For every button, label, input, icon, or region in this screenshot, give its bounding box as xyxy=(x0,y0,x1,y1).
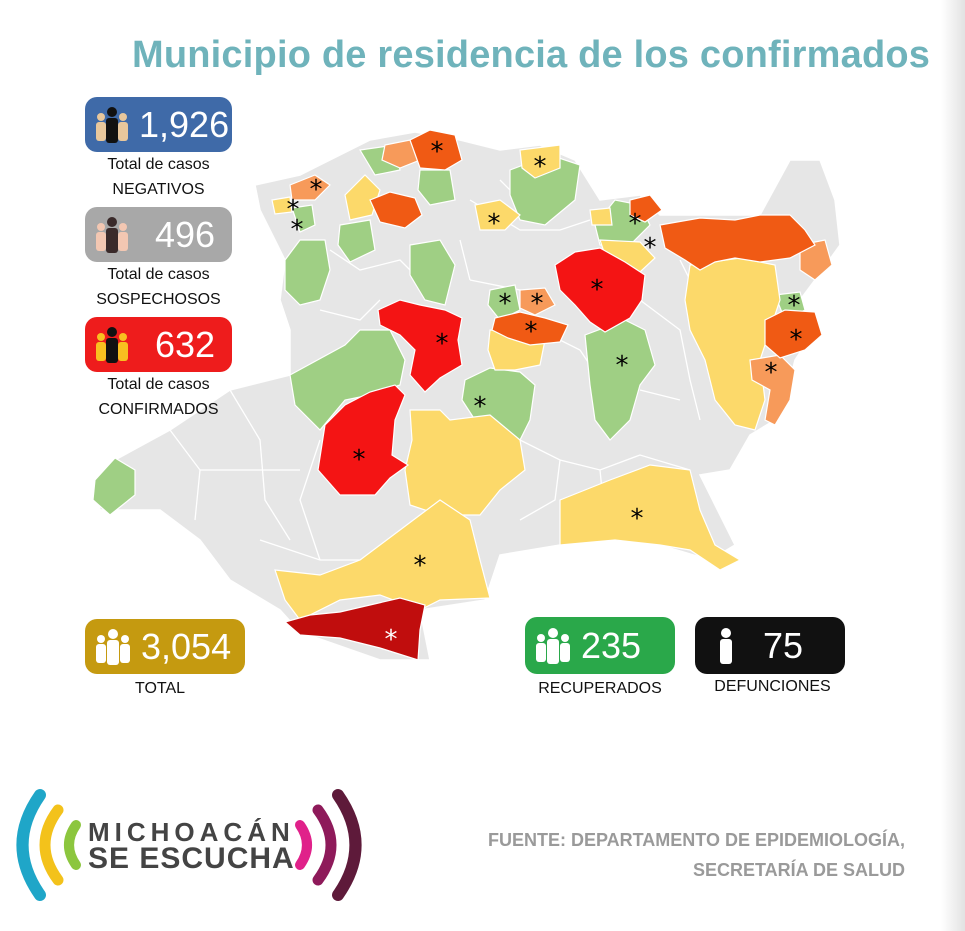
people-icon xyxy=(93,215,131,255)
case-marker: * xyxy=(534,152,547,182)
case-marker: * xyxy=(414,551,427,581)
case-marker: * xyxy=(631,504,644,534)
red-municipalities xyxy=(317,247,646,496)
confirmados-stat-box: 632 xyxy=(85,317,232,372)
case-marker: * xyxy=(385,625,398,655)
sospechosos-caption-line1: Total de casos xyxy=(107,266,210,283)
confirmados-value: 632 xyxy=(155,323,216,365)
page-title: Municipio de residencia de los confirmad… xyxy=(132,34,931,76)
case-marker: * xyxy=(431,137,444,167)
recuperados-stat-box: 235 xyxy=(525,617,675,674)
negativos-stat-box: 1,926 xyxy=(85,97,232,152)
page-edge-shadow xyxy=(941,0,965,931)
orange-municipalities xyxy=(369,129,823,359)
source-line1: FUENTE: DEPARTAMENTO DE EPIDEMIOLOGÍA, xyxy=(487,830,905,850)
case-marker: * xyxy=(287,195,300,225)
case-marker: * xyxy=(790,325,803,355)
dark-red-municipality xyxy=(283,597,426,661)
defunciones-stat-box: 75 xyxy=(695,617,845,674)
case-marker: * xyxy=(591,275,604,305)
case-marker: * xyxy=(488,209,501,239)
negativos-caption-line2: NEGATIVOS xyxy=(112,181,205,198)
case-marker: * xyxy=(353,445,366,475)
defunciones-value: 75 xyxy=(763,624,804,666)
case-marker: * xyxy=(629,209,642,239)
negativos-caption-line1: Total de casos xyxy=(107,156,210,173)
people-icon xyxy=(93,627,133,667)
confirmados-caption: Total de casos CONFIRMADOS xyxy=(85,372,232,422)
logo-line1: MICHOACÁN xyxy=(88,817,295,847)
sospechosos-caption-line2: SOSPECHOSOS xyxy=(96,291,221,308)
case-marker: * xyxy=(474,392,487,422)
michoacan-se-escucha-logo xyxy=(16,789,362,901)
case-marker: * xyxy=(436,329,449,359)
light-orange-municipalities xyxy=(289,139,833,426)
confirmados-caption-line2: CONFIRMADOS xyxy=(98,401,219,418)
sound-waves-left-icon xyxy=(16,789,81,901)
person-icon xyxy=(717,626,735,666)
case-marker: * xyxy=(310,175,323,205)
case-marker: * xyxy=(788,291,801,321)
case-marker: * xyxy=(616,351,629,381)
confirmados-caption-line1: Total de casos xyxy=(107,376,210,393)
case-marker: * xyxy=(499,289,512,319)
people-icon xyxy=(93,105,131,145)
source-line2: SECRETARÍA DE SALUD xyxy=(692,860,905,880)
source-note: FUENTE: DEPARTAMENTO DE EPIDEMIOLOGÍA, S… xyxy=(488,825,905,885)
total-caption: TOTAL xyxy=(134,680,186,697)
sospechosos-value: 496 xyxy=(155,213,216,255)
defunciones-caption: DEFUNCIONES xyxy=(714,678,831,695)
green-municipalities xyxy=(92,144,806,516)
sospechosos-caption: Total de casos SOSPECHOSOS xyxy=(85,262,232,312)
negativos-caption: Total de casos NEGATIVOS xyxy=(85,152,232,202)
case-markers: * * * * * * * * * * * * * * * * * * * * … xyxy=(287,137,803,655)
yellow-municipalities xyxy=(271,144,781,621)
case-marker: * xyxy=(531,289,544,319)
sospechosos-stat-box: 496 xyxy=(85,207,232,262)
case-marker: * xyxy=(525,317,538,347)
logo-line2: SE ESCUCHA xyxy=(88,842,295,875)
case-marker: * xyxy=(765,358,778,388)
total-stat-box: 3,054 xyxy=(85,619,245,674)
people-icon xyxy=(533,626,573,666)
case-marker: * xyxy=(644,233,657,263)
recuperados-value: 235 xyxy=(581,624,642,666)
sound-waves-right-icon xyxy=(295,789,362,901)
negativos-value: 1,926 xyxy=(139,103,230,145)
total-value: 3,054 xyxy=(141,625,232,667)
case-marker: * xyxy=(291,215,304,245)
people-icon xyxy=(93,325,131,365)
recuperados-caption: RECUPERADOS xyxy=(538,680,662,697)
